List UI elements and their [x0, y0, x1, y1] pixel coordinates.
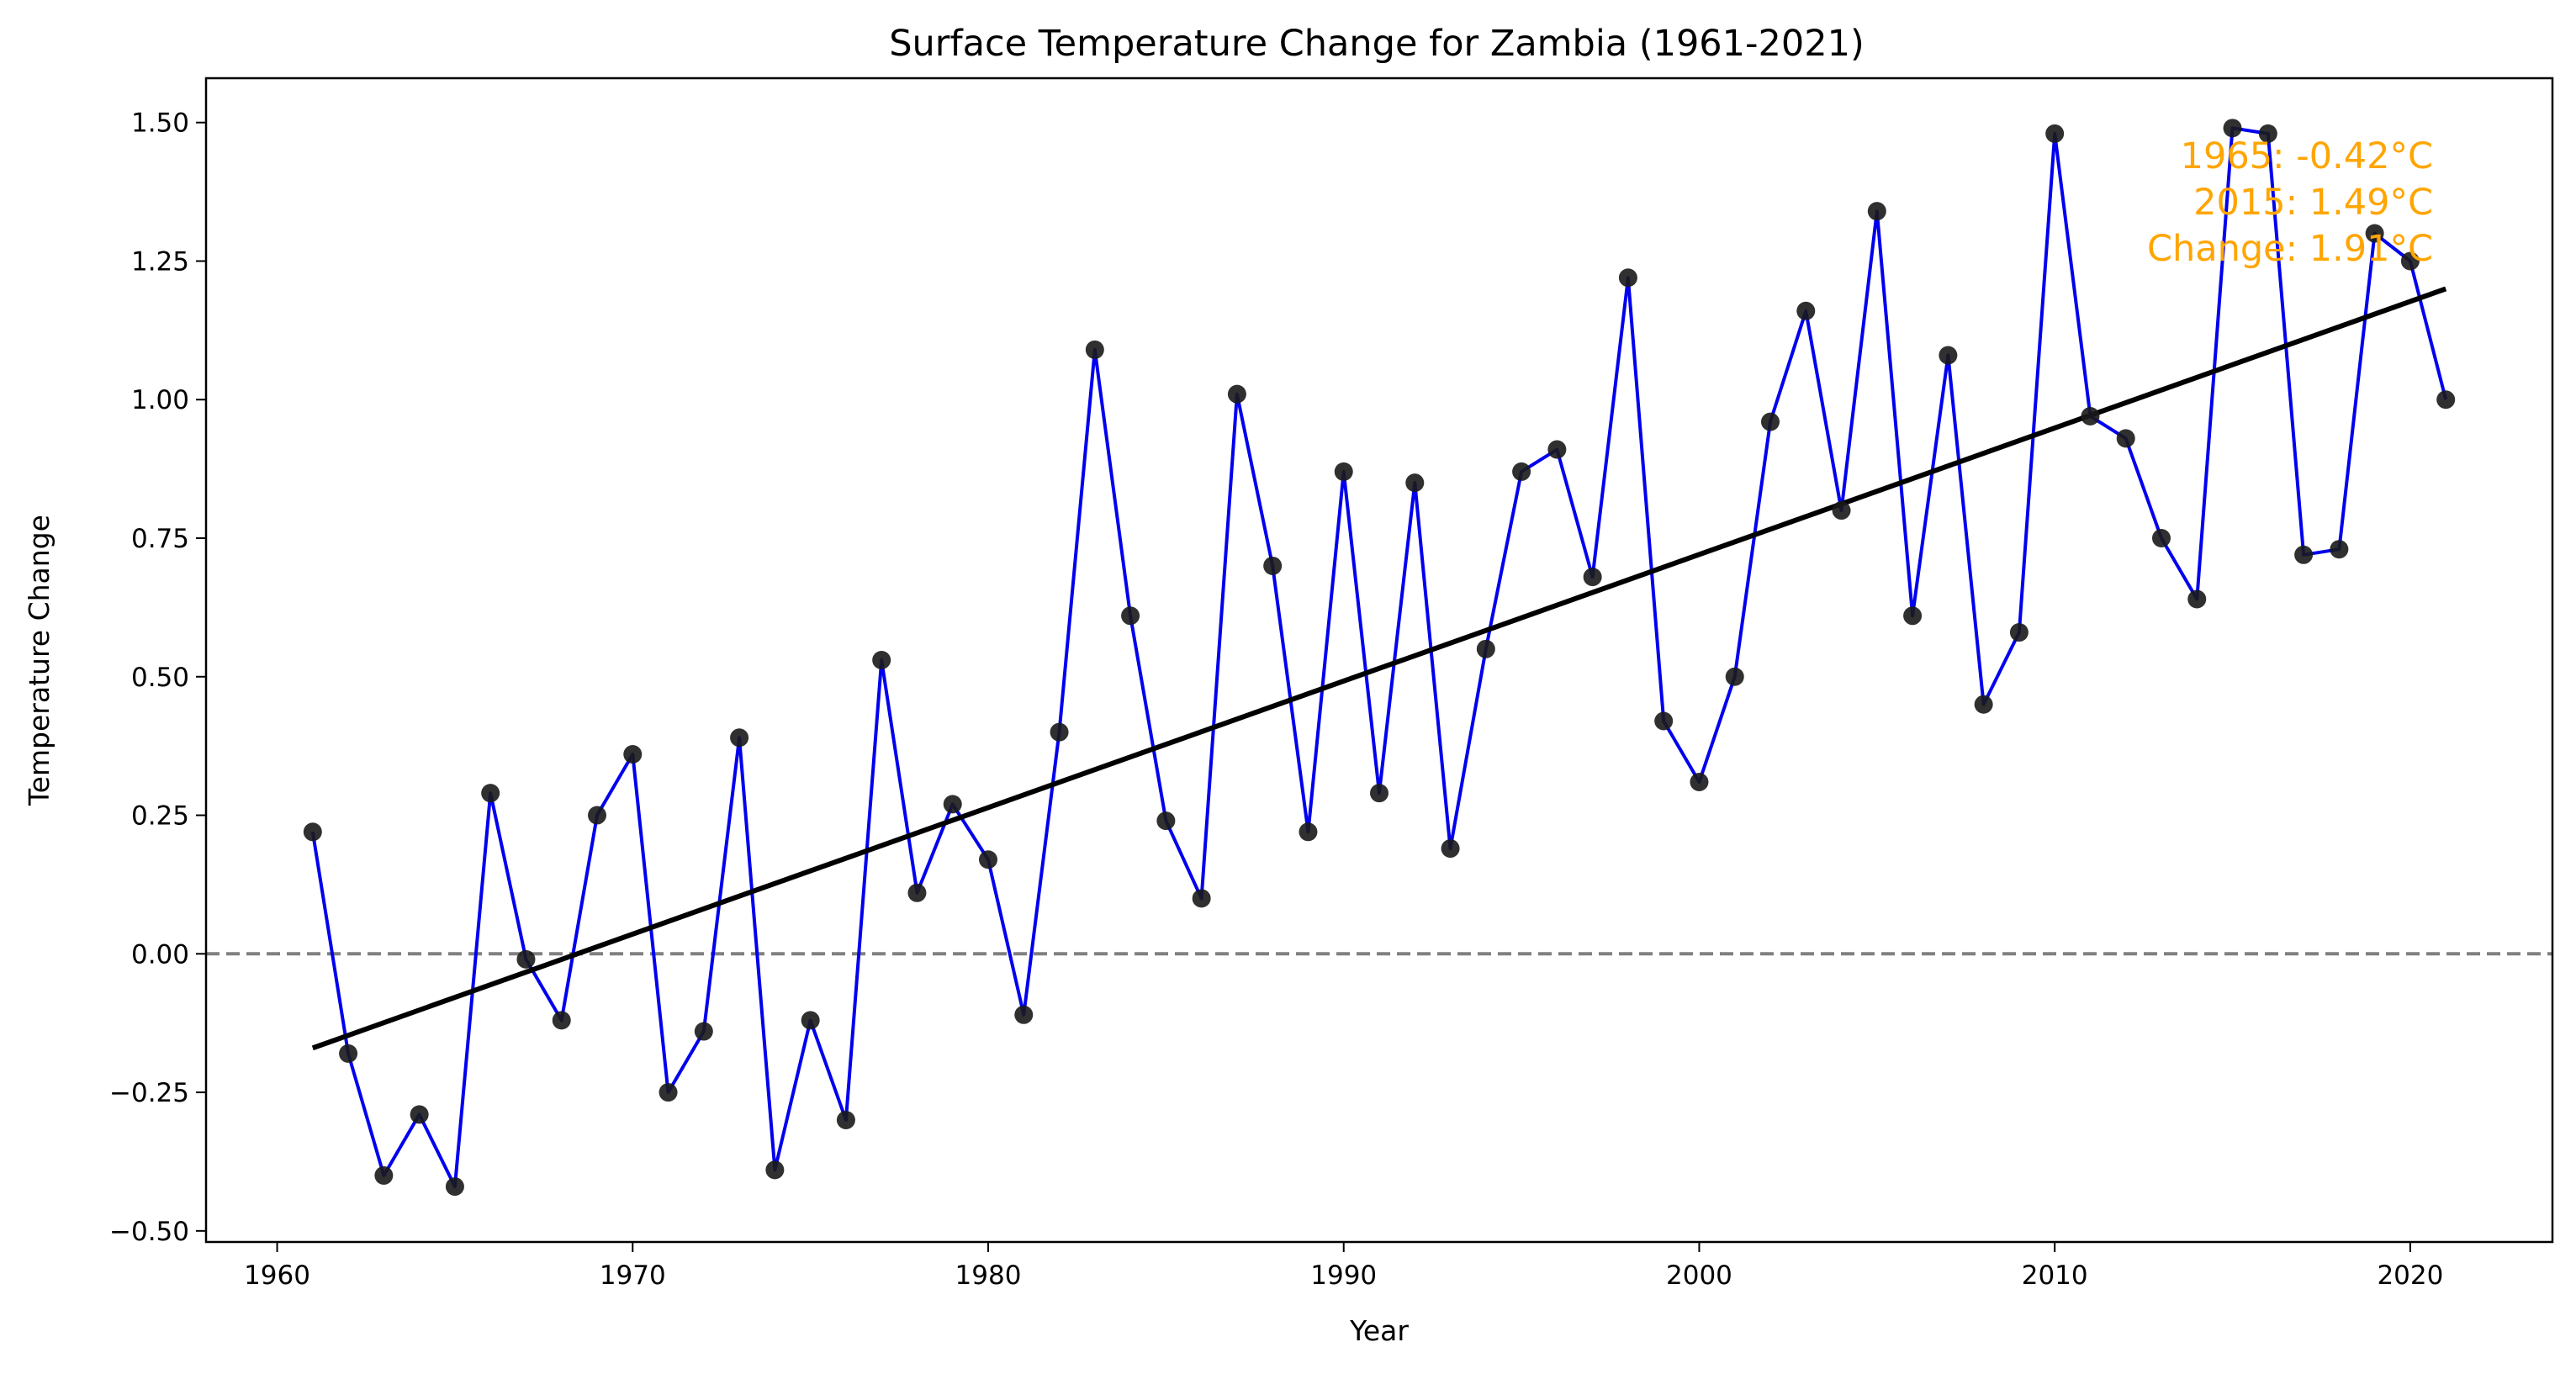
- data-point: [836, 1111, 855, 1130]
- data-point: [2116, 429, 2135, 448]
- y-tick-label: 1.25: [131, 246, 189, 277]
- data-point: [765, 1160, 785, 1180]
- data-point: [339, 1044, 358, 1063]
- data-point: [1476, 639, 1495, 658]
- x-tick-label: 1980: [955, 1260, 1022, 1291]
- annotation-line-3: Change: 1.91°C: [2147, 228, 2433, 270]
- x-tick-label: 2010: [2022, 1260, 2088, 1291]
- data-point: [801, 1011, 820, 1030]
- data-point: [552, 1011, 571, 1030]
- data-point: [1227, 384, 1246, 404]
- data-point: [1405, 473, 1425, 493]
- data-point: [1974, 695, 1993, 714]
- data-point: [303, 822, 322, 842]
- annotation-line-1: 1965: -0.42°C: [2181, 135, 2433, 177]
- x-tick-label: 1970: [600, 1260, 666, 1291]
- data-point: [1441, 839, 1460, 859]
- data-point: [872, 651, 891, 669]
- data-point: [1867, 202, 1886, 221]
- y-tick-label: 0.50: [131, 663, 189, 693]
- data-point: [1547, 440, 1567, 459]
- data-point: [1299, 822, 1318, 842]
- data-point: [2009, 623, 2029, 642]
- x-tick-label: 2000: [1666, 1260, 1732, 1291]
- y-axis-title: Temperature Change: [23, 515, 56, 806]
- data-point: [2187, 589, 2207, 609]
- y-tick-label: 0.25: [131, 801, 189, 832]
- data-point: [2152, 529, 2171, 548]
- x-axis-title: Year: [1349, 1314, 1409, 1347]
- data-point: [481, 784, 500, 803]
- x-axis-ticks: 1960 1970 1980 1990 2000 2010 2020: [244, 1242, 2443, 1291]
- data-point: [1085, 340, 1104, 359]
- data-point: [1796, 301, 1816, 320]
- chart-title: Surface Temperature Change for Zambia (1…: [889, 23, 1865, 65]
- data-point: [1334, 462, 1353, 481]
- data-point: [1014, 1005, 1034, 1024]
- data-point: [1690, 772, 1709, 791]
- data-point: [943, 795, 962, 814]
- data-point: [1832, 501, 1851, 521]
- data-point: [1761, 412, 1780, 431]
- annotation: 1965: -0.42°C 2015: 1.49°C Change: 1.91°…: [2147, 135, 2433, 270]
- data-point: [1121, 606, 1140, 626]
- data-point: [1263, 556, 1283, 575]
- data-point: [1370, 784, 1389, 803]
- marker-layer: [303, 119, 2456, 1197]
- data-point: [2436, 390, 2456, 410]
- data-point: [1512, 462, 1531, 481]
- data-point: [2045, 124, 2065, 143]
- data-point: [907, 883, 927, 902]
- data-point: [445, 1177, 464, 1197]
- data-point: [1583, 568, 1602, 587]
- data-point: [2081, 407, 2100, 426]
- data-point: [2223, 119, 2242, 138]
- plot-frame: [204, 77, 2554, 1244]
- data-point: [1903, 606, 1923, 626]
- data-point: [979, 850, 997, 869]
- data-point: [730, 728, 749, 748]
- data-point: [2330, 540, 2349, 559]
- y-tick-label: 1.50: [131, 108, 189, 139]
- data-point: [588, 806, 606, 825]
- data-point: [2294, 545, 2314, 564]
- data-point: [2365, 224, 2384, 243]
- x-tick-label: 1990: [1310, 1260, 1377, 1291]
- data-point: [1654, 711, 1674, 731]
- data-point: [516, 949, 536, 969]
- data-point: [1725, 667, 1744, 686]
- data-point: [2400, 251, 2420, 271]
- y-axis-ticks: −0.50 −0.25 0.00 0.25 0.50 0.75 1.00 1.25 1.50: [109, 108, 206, 1247]
- annotation-line-2: 2015: 1.49°C: [2193, 182, 2433, 224]
- data-point: [1156, 811, 1176, 831]
- data-point: [1192, 889, 1211, 908]
- data-point: [659, 1083, 678, 1102]
- data-point: [623, 745, 643, 764]
- y-tick-label: 0.75: [131, 524, 189, 554]
- x-tick-label: 2020: [2377, 1260, 2443, 1291]
- y-tick-label: 0.00: [131, 939, 189, 970]
- data-point: [410, 1105, 429, 1124]
- x-tick-label: 1960: [244, 1260, 310, 1291]
- y-tick-label: −0.50: [109, 1217, 189, 1247]
- data-point: [1050, 722, 1069, 742]
- data-point: [694, 1022, 713, 1041]
- data-point: [1939, 346, 1958, 365]
- data-point: [2258, 124, 2277, 143]
- y-tick-label: −0.25: [109, 1078, 189, 1108]
- data-point: [1618, 268, 1637, 288]
- y-tick-label: 1.00: [131, 385, 189, 415]
- data-point: [374, 1165, 394, 1185]
